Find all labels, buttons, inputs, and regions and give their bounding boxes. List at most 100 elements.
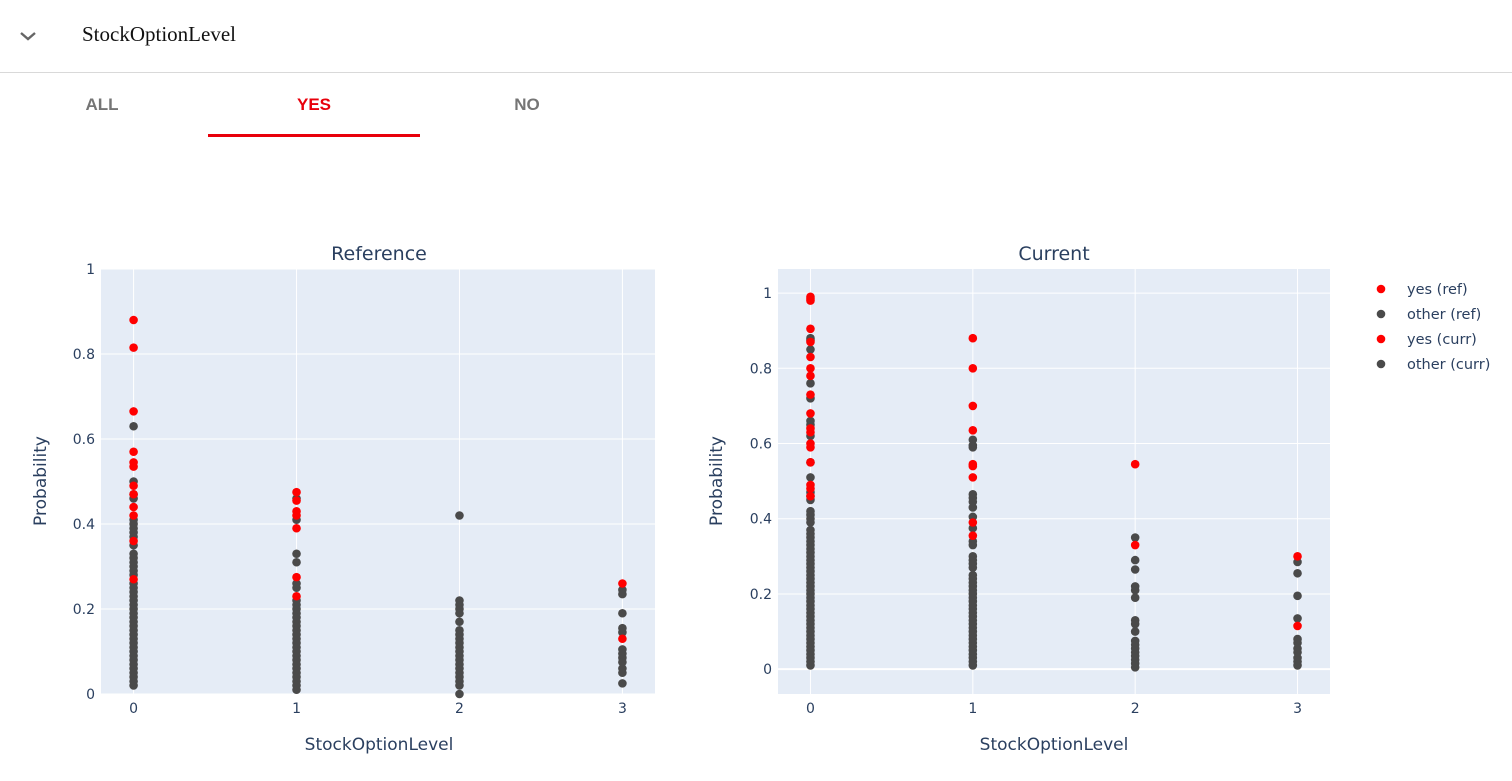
section-title: StockOptionLevel (82, 22, 236, 46)
data-point (129, 407, 138, 416)
y-tick-label: 0.6 (73, 432, 95, 448)
chevron-down-icon[interactable] (18, 26, 38, 46)
data-point (806, 427, 815, 437)
data-point (806, 518, 815, 527)
y-tick-label: 0.2 (750, 587, 772, 603)
data-point (806, 345, 815, 354)
data-point (806, 390, 815, 399)
data-point (1293, 591, 1302, 601)
data-point (1293, 568, 1302, 578)
data-point (968, 563, 978, 572)
data-point (806, 337, 815, 347)
data-point (455, 681, 464, 690)
data-point (292, 591, 301, 601)
section-header: StockOptionLevel (0, 0, 1512, 73)
data-point (292, 557, 301, 567)
data-point (968, 661, 978, 670)
data-point (129, 574, 138, 584)
x-tick-label: 3 (1293, 701, 1302, 717)
legend-item[interactable]: other (ref) (1376, 307, 1482, 323)
legend-item[interactable]: yes (curr) (1376, 332, 1477, 348)
data-point (1130, 662, 1140, 672)
y-tick-label: 0 (763, 662, 772, 678)
data-point (129, 502, 138, 512)
data-point (129, 511, 138, 520)
data-point (806, 352, 815, 362)
chart-current: 0 0.2 0.4 0.6 0.8 1 0 1 2 3 Current StockOptionLeve… (707, 243, 1330, 755)
data-point (129, 481, 138, 491)
data-point (292, 685, 301, 695)
data-point (129, 462, 138, 471)
legend: yes (ref) other (ref) yes (curr) other (cur… (1376, 282, 1491, 373)
data-point (806, 296, 815, 305)
data-point (618, 668, 627, 678)
data-point (806, 363, 815, 373)
chart-title: Reference (331, 243, 427, 265)
data-point (1130, 555, 1140, 565)
x-tick-label: 2 (455, 701, 464, 717)
data-point (968, 426, 978, 435)
legend-label: other (curr) (1407, 357, 1490, 373)
data-point (1130, 619, 1140, 629)
y-tick-label: 0 (86, 687, 95, 703)
data-point (292, 583, 301, 593)
legend-marker (1376, 309, 1386, 319)
y-tick-label: 1 (86, 262, 95, 278)
data-point (129, 681, 138, 690)
data-point (129, 315, 138, 325)
data-point (1293, 614, 1302, 623)
y-tick-label: 0.8 (73, 347, 95, 363)
x-tick-label: 1 (968, 701, 977, 717)
y-tick-label: 1 (763, 286, 772, 302)
data-point (455, 617, 464, 627)
data-point (1130, 540, 1140, 550)
data-point (129, 343, 138, 352)
x-tick-label: 2 (1131, 701, 1140, 717)
tab-yes[interactable]: YES (208, 82, 420, 137)
series-yes-ref (129, 315, 627, 644)
data-point (292, 487, 301, 497)
legend-marker (1376, 284, 1386, 294)
legend-marker (1376, 334, 1386, 344)
y-tick-label: 0.2 (73, 602, 95, 618)
x-axis-title: StockOptionLevel (980, 735, 1129, 755)
x-axis-title: StockOptionLevel (305, 735, 454, 755)
data-point (968, 540, 978, 550)
y-tick-label: 0.8 (750, 361, 772, 377)
data-point (968, 503, 978, 512)
y-axis-title: Probability (31, 436, 51, 526)
tab-all[interactable]: ALL (85, 95, 119, 114)
data-point (1293, 621, 1302, 631)
tab-no[interactable]: NO (514, 95, 540, 114)
data-point (806, 324, 815, 334)
legend-label: yes (ref) (1407, 282, 1468, 298)
legend-marker (1376, 359, 1386, 369)
data-point (1130, 627, 1140, 636)
chart-title: Current (1018, 243, 1089, 265)
data-point (968, 333, 978, 343)
data-point (806, 458, 815, 467)
y-tick-label: 0.6 (750, 437, 772, 453)
data-point (129, 489, 138, 499)
data-point (618, 628, 627, 637)
data-point (455, 689, 464, 699)
legend-item[interactable]: other (curr) (1376, 357, 1491, 373)
data-point (455, 608, 464, 618)
chart-reference: 0 0.2 0.4 0.6 0.8 1 0 1 2 3 Reference StockOptionLe… (31, 243, 655, 755)
legend-item[interactable]: yes (ref) (1376, 282, 1468, 298)
data-point (1130, 533, 1140, 542)
data-point (1293, 552, 1302, 561)
data-point (968, 461, 978, 471)
data-point (806, 442, 815, 452)
data-point (618, 657, 627, 667)
x-tick-label: 1 (292, 701, 301, 717)
data-point (618, 589, 627, 599)
data-point (618, 634, 627, 644)
x-tick-label: 3 (618, 701, 627, 717)
data-point (618, 608, 627, 618)
data-point (129, 536, 138, 546)
data-point (1130, 459, 1140, 469)
data-point (1293, 661, 1302, 670)
data-point (618, 579, 627, 588)
data-point (1130, 585, 1140, 595)
